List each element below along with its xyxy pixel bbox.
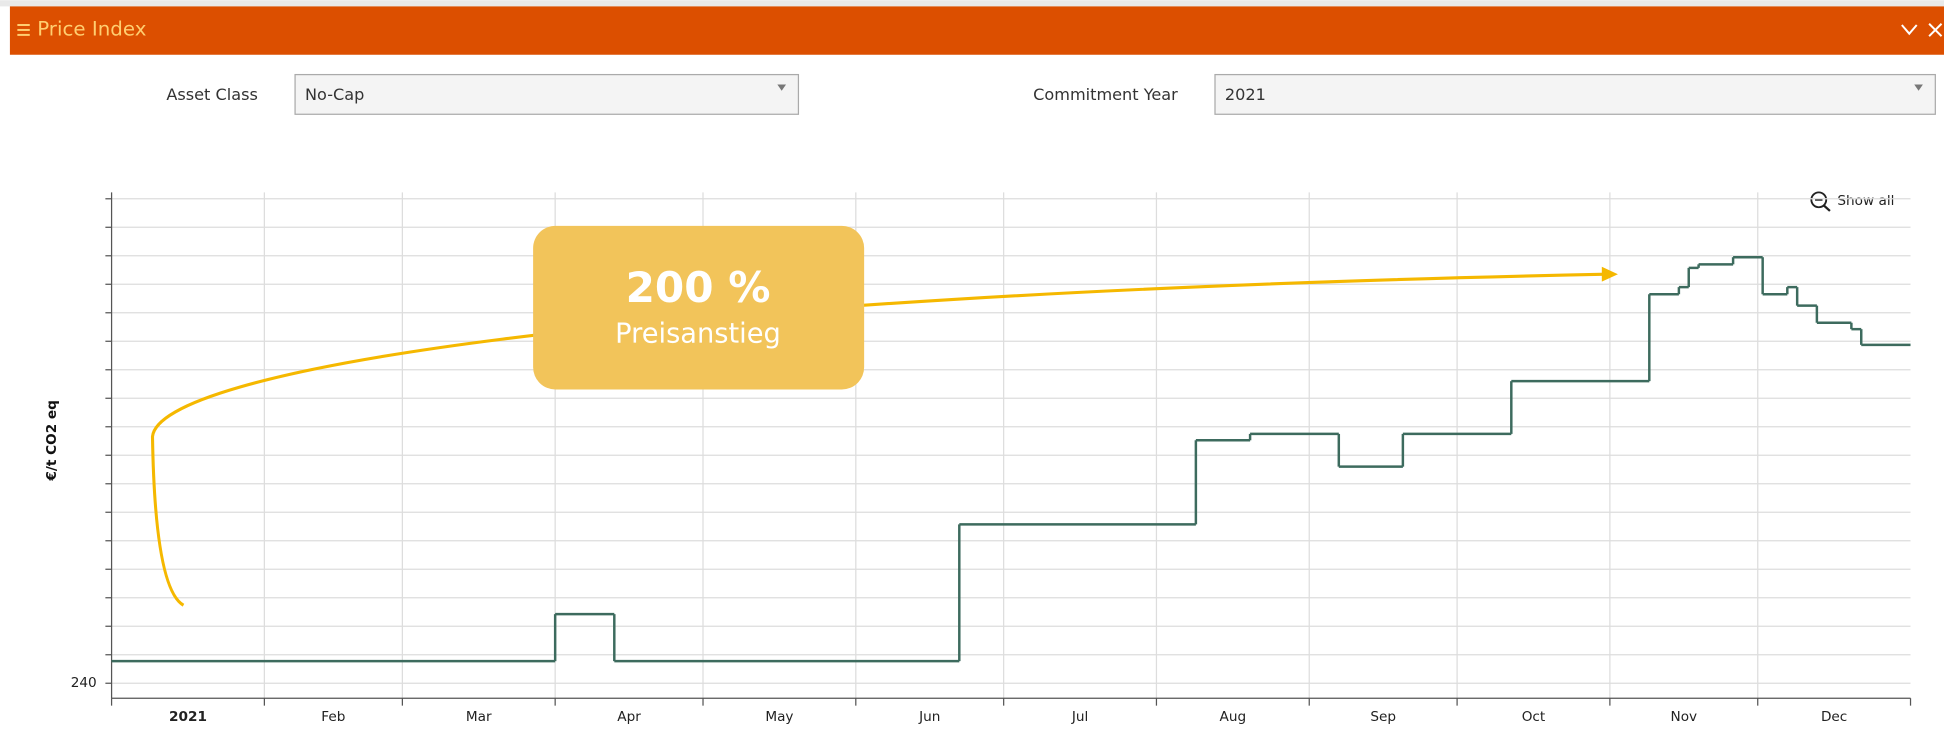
x-tick-label: Jul (1071, 709, 1088, 725)
x-tick-label: Oct (1522, 709, 1546, 725)
annotation-box (533, 225, 865, 390)
dropdown-value: 2021 (1225, 85, 1266, 104)
x-tick-label: Dec (1821, 709, 1847, 725)
plot (111, 255, 1911, 663)
annotation-text: Preisanstieg (615, 318, 781, 349)
top-strip (0, 0, 1944, 7)
show-all-button[interactable]: Show all (1810, 191, 1894, 212)
x-tick-label: Aug (1220, 709, 1247, 725)
dropdown[interactable]: 2021 (1214, 73, 1936, 115)
x-tick-label: Sep (1370, 709, 1396, 725)
filter-label: Commitment Year (1033, 85, 1178, 104)
header-bar (9, 6, 1944, 55)
x-tick-label: Feb (321, 709, 345, 725)
x-tick-label: 2021 (169, 709, 207, 725)
annotation-value: 200 % (626, 263, 771, 312)
menu-icon[interactable] (17, 24, 30, 36)
y-tick-label: 240 (71, 675, 97, 691)
header-title: Price Index (37, 17, 147, 40)
arrow-head (1601, 266, 1618, 282)
y-axis-label: €/t CO2 eq (44, 400, 60, 482)
x-tick-label: Mar (466, 709, 492, 725)
x-tick-label: May (765, 709, 793, 725)
x-tick-label: Jun (918, 709, 940, 725)
dropdown[interactable]: No-Cap (294, 73, 800, 115)
collapse-icon[interactable] (1901, 24, 1918, 36)
close-icon[interactable] (1928, 23, 1943, 37)
grid: 240 2021 Feb Mar Apr May Jun Jul Aug Sep Oct Nov Dec (71, 192, 1912, 725)
dropdown-value: No-Cap (305, 85, 364, 104)
show-all-label: Show all (1837, 193, 1894, 209)
x-tick-label: Apr (617, 709, 641, 725)
annotation-arrow (150, 272, 1607, 607)
filter-label: Asset Class (166, 85, 258, 104)
x-tick-label: Nov (1671, 709, 1698, 725)
